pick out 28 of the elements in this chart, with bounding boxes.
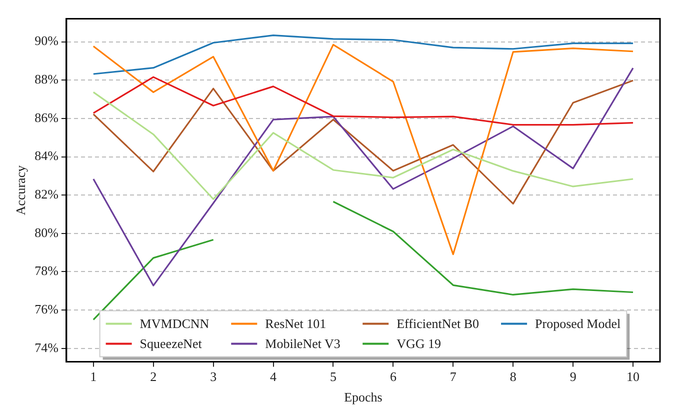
legend-label: MVMDCNN: [140, 316, 210, 332]
legend-label: ResNet 101: [265, 316, 326, 332]
legend-label: VGG 19: [396, 336, 442, 352]
y-tick-label: 80%: [34, 224, 59, 240]
x-tick-label: 3: [210, 369, 217, 384]
y-tick-label: 86%: [34, 110, 59, 125]
legend-label: EfficientNet B0: [396, 316, 480, 332]
x-axis-title: Epochs: [344, 390, 382, 405]
x-tick-label: 4: [270, 369, 278, 384]
y-tick-label: 82%: [34, 186, 59, 202]
x-tick-label: 1: [90, 369, 97, 384]
x-tick-label: 5: [330, 369, 336, 384]
y-tick-label: 74%: [34, 340, 59, 355]
y-tick-label: 78%: [34, 263, 59, 278]
x-tick-label: 2: [150, 369, 157, 384]
x-tick-label: 8: [510, 369, 516, 384]
x-tick-label: 10: [626, 369, 640, 384]
y-tick-label: 84%: [34, 148, 59, 164]
legend-label: Proposed Model: [535, 316, 622, 332]
y-tick-label: 90%: [34, 33, 59, 48]
x-tick-label: 9: [570, 369, 576, 384]
y-tick-label: 88%: [34, 72, 59, 87]
x-tick-label: 6: [390, 369, 397, 384]
legend-label: MobileNet V3: [265, 336, 340, 352]
legend-label: SqueezeNet: [140, 336, 202, 352]
y-tick-label: 76%: [34, 301, 59, 316]
x-tick-label: 7: [450, 369, 457, 384]
y-axis-title: Accuracy: [13, 164, 28, 216]
